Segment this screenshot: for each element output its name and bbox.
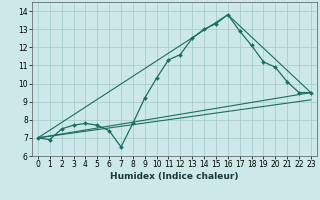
X-axis label: Humidex (Indice chaleur): Humidex (Indice chaleur) — [110, 172, 239, 181]
